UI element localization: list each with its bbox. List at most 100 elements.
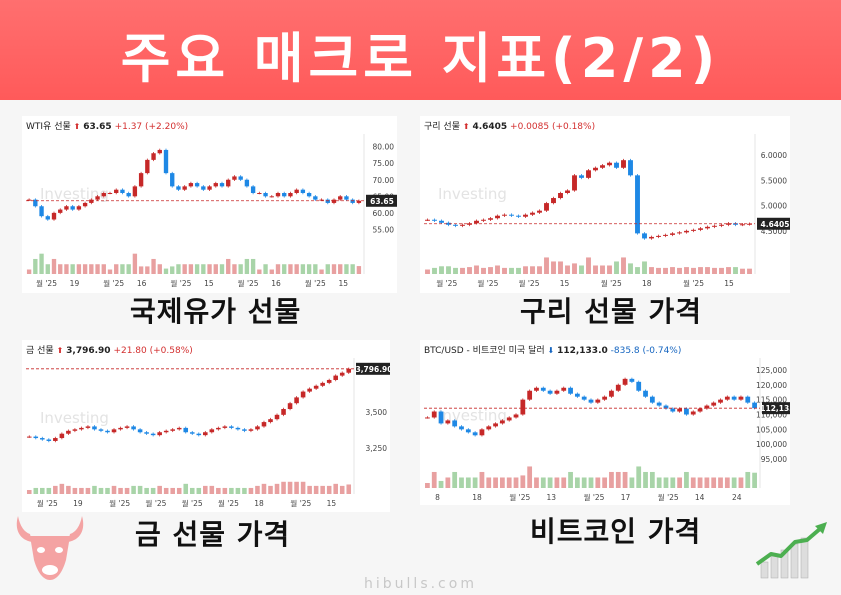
volume-bar [58,264,63,274]
volume-bar [229,487,234,494]
volume-bar [85,487,91,494]
volume-bar [339,485,345,494]
chart-header-btc: BTC/USD - 비트코인 미국 달러 ⬇ 112,133.0 -835.8 … [424,343,681,356]
volume-bar [705,267,710,274]
volume-bar [561,477,567,488]
volume-bar [114,264,119,274]
candle-body [588,399,594,403]
volume-bar [643,471,648,488]
last-price-box [762,402,790,415]
volume-bar [629,477,635,488]
candle-body [333,375,338,380]
volume-bar [64,264,69,274]
candle-body [656,402,662,406]
volume-bar [306,264,312,274]
volume-bar [131,485,136,494]
x-tick-label: 8 [435,493,440,502]
candle-body [425,417,430,419]
caption-gold: 금 선물 가격 [135,518,291,551]
caption-wti: 국제유가 선물 [130,295,302,328]
x-tick-label: 월 '25 [182,498,203,508]
volume-bar [350,264,355,274]
candle-body [287,403,293,410]
candle-body [242,429,247,431]
y-tick-label: 5.5000 [761,176,787,185]
candle-body [568,387,573,394]
candle-body [586,170,591,178]
candle-body [446,222,451,225]
caption-copper: 구리 선물 가격 [520,295,703,328]
volume-bar [333,483,338,494]
candle-body [248,429,254,431]
volume-bar [213,264,218,274]
volume-bar [677,477,682,488]
chart-panel-copper[interactable]: 구리 선물 ⬆ 4.6405 +0.0085 (+0.18%) Investin… [420,116,790,293]
volume-bar [157,264,162,274]
y-tick-label: 3,250 [366,444,388,453]
volume-bar [170,487,175,494]
volume-bar [101,264,106,274]
y-tick-label: 115,000 [756,396,787,405]
volume-bar [488,267,493,274]
candle-body [145,159,150,174]
volume-bar [331,264,337,274]
candle-body [282,193,287,197]
candle-body [132,186,138,197]
growth-chart-icon [755,522,827,579]
candle-body [488,218,493,220]
volume-bar [157,485,162,494]
price-chart-copper[interactable]: Investing6.00005.50005.00004.50004.6405월… [420,116,790,293]
volume-bar [132,253,138,274]
volume-bar [207,264,212,274]
volume-bar [513,477,519,488]
candle-body [92,426,97,430]
candle-body [151,153,156,160]
candle-body [445,420,451,424]
volume-bar [506,477,512,488]
candle-body [163,430,169,433]
candle-body [718,399,723,403]
candle-body [274,414,280,420]
price-chart-wti[interactable]: Investing80.0075.0070.0065.0060.0055.006… [22,116,397,293]
candle-body [59,433,65,439]
volume-bar [238,264,243,274]
candle-body [747,223,752,225]
volume-bar [244,258,250,274]
y-tick-label: 3,500 [366,408,388,417]
volume-bar [320,485,325,494]
candle-body [250,186,256,193]
candle-body [255,426,260,430]
volume-bar [663,477,669,488]
candle-body [124,426,130,428]
candle-body [319,199,324,201]
candle-body [226,179,231,187]
candle-body [170,173,175,187]
volume-bar [150,487,156,494]
candle-body [222,426,228,428]
candle-body [537,210,542,213]
volume-bar [452,471,458,488]
chart-panel-gold[interactable]: 금 선물 ⬆ 3,796.90 +21.80 (+0.58%) Investin… [22,340,390,512]
y-tick-label: 75.00 [373,159,395,168]
volume-bar [209,485,215,494]
candle-body [547,390,553,394]
candle-body [238,176,243,180]
candle-body [472,432,478,436]
candle-body [70,206,75,210]
price-chart-btc[interactable]: Investing 125,000 120,000 115,000 110,000 105… [420,340,790,505]
chart-panel-wti[interactable]: WTI유 선물 ⬆ 63.65 +1.37 (+2.20%) Investing… [22,116,397,293]
candle-body [636,381,642,391]
volume-bar [574,477,580,488]
y-tick-label: 95,000 [761,455,787,464]
last-price-box [757,217,790,230]
x-tick-label: 19 [70,279,80,288]
chart-panel-btc[interactable]: BTC/USD - 비트코인 미국 달러 ⬇ 112,133.0 -835.8 … [420,340,790,505]
price-chart-gold[interactable]: Investing 3,500 3,250 3,796.90 월 '25 19 월 '25 월… [22,340,390,512]
volume-bar [698,267,703,274]
last-price-label: 112,133.00 [760,404,790,413]
candle-body [26,436,32,438]
candle-body [726,223,731,225]
candle-body [76,206,82,210]
volume-bar [628,263,633,274]
volume-bar [724,477,730,488]
